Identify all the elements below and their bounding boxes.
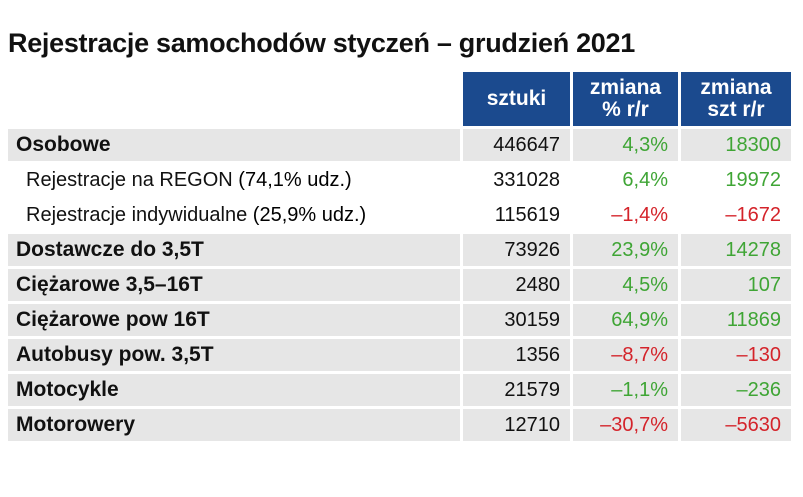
row-label: Osobowe bbox=[8, 129, 460, 161]
row-change-units: –130 bbox=[678, 339, 791, 371]
row-label: Ciężarowe pow 16T bbox=[8, 304, 460, 336]
row-label-text: Rejestracje na REGON bbox=[26, 168, 239, 191]
row-change-percent: 4,3% bbox=[570, 129, 678, 161]
table-row-ciezarowe-pow-16t: Ciężarowe pow 16T 30159 64,9% 11869 bbox=[8, 304, 791, 336]
row-label: Rejestracje na REGON (74,1% udz.) bbox=[8, 164, 460, 196]
row-change-percent: 6,4% bbox=[570, 164, 678, 196]
row-change-percent: –8,7% bbox=[570, 339, 678, 371]
row-change-percent: 23,9% bbox=[570, 234, 678, 266]
row-sztuki: 73926 bbox=[460, 234, 570, 266]
row-change-percent: 64,9% bbox=[570, 304, 678, 336]
row-change-units: 107 bbox=[678, 269, 791, 301]
row-sztuki: 2480 bbox=[460, 269, 570, 301]
header-sztuki-label: sztuki bbox=[486, 87, 547, 110]
row-label: Autobusy pow. 3,5T bbox=[8, 339, 460, 371]
row-change-percent: 4,5% bbox=[570, 269, 678, 301]
row-label: Ciężarowe 3,5–16T bbox=[8, 269, 460, 301]
row-change-percent: –1,1% bbox=[570, 374, 678, 406]
header-change-units: zmiana szt r/r bbox=[678, 72, 791, 126]
table-row-dostawcze: Dostawcze do 3,5T 73926 23,9% 14278 bbox=[8, 234, 791, 266]
row-label: Rejestracje indywidualne (25,9% udz.) bbox=[8, 199, 460, 231]
row-change-units: 11869 bbox=[678, 304, 791, 336]
registrations-table: sztuki zmiana % r/r zmiana szt r/r Osobo… bbox=[8, 69, 791, 444]
table-row-motorowery: Motorowery 12710 –30,7% –5630 bbox=[8, 409, 791, 441]
row-change-units: 14278 bbox=[678, 234, 791, 266]
row-sztuki: 1356 bbox=[460, 339, 570, 371]
header-change-percent: zmiana % r/r bbox=[570, 72, 678, 126]
table-row-ciezarowe-3-5-16t: Ciężarowe 3,5–16T 2480 4,5% 107 bbox=[8, 269, 791, 301]
row-label: Motocykle bbox=[8, 374, 460, 406]
row-share: (25,9% udz.) bbox=[252, 203, 367, 226]
header-sztuki: sztuki bbox=[460, 72, 570, 126]
header-change-percent-line1: zmiana bbox=[589, 76, 662, 99]
table-row-indywidualne: Rejestracje indywidualne (25,9% udz.) 11… bbox=[8, 199, 791, 231]
header-blank-cell bbox=[8, 72, 460, 126]
row-label: Motorowery bbox=[8, 409, 460, 441]
header-change-units-line2: szt r/r bbox=[707, 98, 765, 121]
row-sztuki: 12710 bbox=[460, 409, 570, 441]
row-change-units: –5630 bbox=[678, 409, 791, 441]
row-sztuki: 331028 bbox=[460, 164, 570, 196]
header-row: sztuki zmiana % r/r zmiana szt r/r bbox=[8, 72, 791, 126]
row-change-units: –1672 bbox=[678, 199, 791, 231]
table-row-motocykle: Motocykle 21579 –1,1% –236 bbox=[8, 374, 791, 406]
table-row-autobusy: Autobusy pow. 3,5T 1356 –8,7% –130 bbox=[8, 339, 791, 371]
row-sztuki: 30159 bbox=[460, 304, 570, 336]
row-change-units: 18300 bbox=[678, 129, 791, 161]
row-label: Dostawcze do 3,5T bbox=[8, 234, 460, 266]
row-share: (74,1% udz.) bbox=[238, 168, 352, 191]
header-change-percent-line2: % r/r bbox=[602, 98, 649, 121]
table-row-osobowe: Osobowe 446647 4,3% 18300 bbox=[8, 129, 791, 161]
row-change-percent: –1,4% bbox=[570, 199, 678, 231]
table-row-regon: Rejestracje na REGON (74,1% udz.) 331028… bbox=[8, 164, 791, 196]
row-sztuki: 446647 bbox=[460, 129, 570, 161]
row-label-text: Rejestracje indywidualne bbox=[26, 203, 253, 226]
table-title: Rejestracje samochodów styczeń – grudzie… bbox=[8, 28, 635, 58]
row-change-units: –236 bbox=[678, 374, 791, 406]
header-change-units-line1: zmiana bbox=[700, 76, 772, 99]
row-sztuki: 21579 bbox=[460, 374, 570, 406]
row-change-percent: –30,7% bbox=[570, 409, 678, 441]
row-change-units: 19972 bbox=[678, 164, 791, 196]
row-sztuki: 115619 bbox=[460, 199, 570, 231]
